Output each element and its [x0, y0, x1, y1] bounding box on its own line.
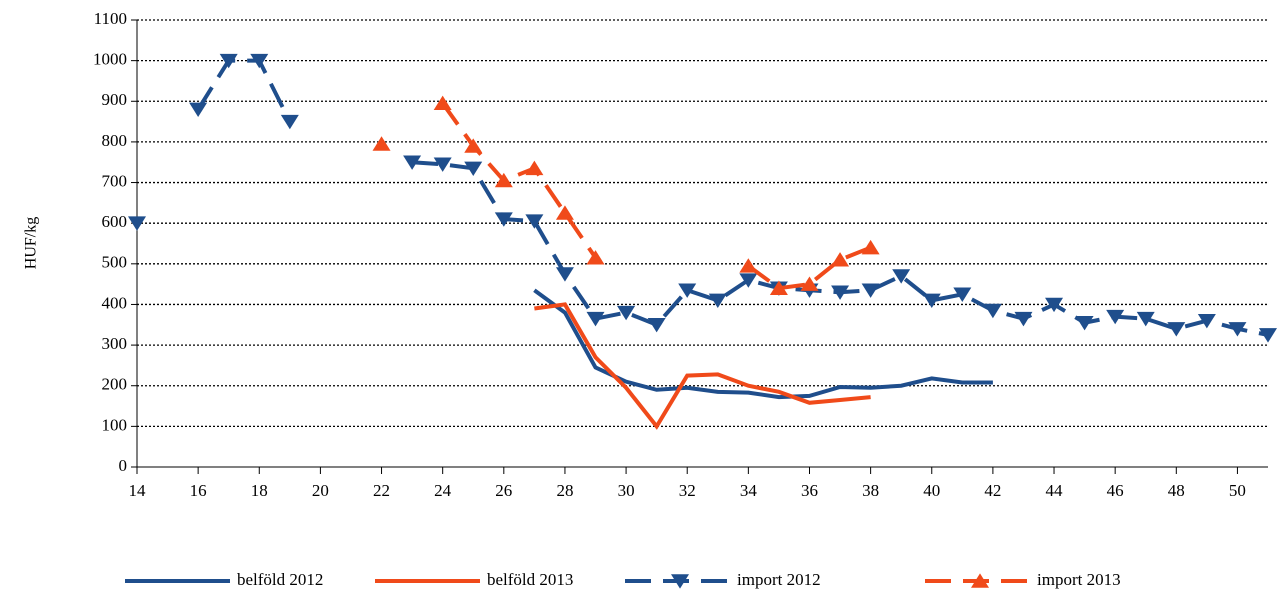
- legend-label: import 2012: [737, 570, 821, 589]
- marker: [555, 267, 574, 282]
- marker: [586, 311, 605, 327]
- marker: [971, 573, 989, 588]
- x-tick-label: 26: [495, 481, 512, 500]
- y-tick-label: 300: [102, 334, 128, 353]
- marker: [128, 216, 146, 231]
- marker: [800, 276, 819, 291]
- marker: [525, 214, 544, 229]
- marker: [494, 212, 513, 227]
- marker: [1136, 311, 1155, 327]
- y-tick-label: 700: [102, 171, 128, 190]
- x-tick-label: 32: [679, 481, 696, 500]
- x-tick-label: 24: [434, 481, 452, 500]
- marker: [586, 250, 605, 265]
- marker: [525, 160, 544, 176]
- marker: [831, 252, 850, 267]
- x-tick-label: 44: [1046, 481, 1064, 500]
- x-tick-label: 46: [1107, 481, 1124, 500]
- y-tick-label: 100: [102, 415, 128, 434]
- marker: [1259, 328, 1277, 343]
- marker: [861, 283, 880, 298]
- x-tick-label: 30: [618, 481, 635, 500]
- marker: [1014, 311, 1033, 327]
- marker: [494, 172, 513, 188]
- y-tick-label: 1100: [94, 9, 127, 28]
- x-tick-label: 40: [923, 481, 940, 500]
- marker: [922, 293, 941, 309]
- y-axis-label: HUF/kg: [23, 217, 40, 269]
- x-tick-label: 34: [740, 481, 758, 500]
- x-tick-label: 20: [312, 481, 329, 500]
- marker: [403, 155, 422, 170]
- y-tick-label: 900: [102, 90, 128, 109]
- x-tick-label: 16: [190, 481, 207, 500]
- marker: [433, 157, 452, 172]
- series-line: [534, 302, 871, 430]
- marker: [1075, 315, 1094, 331]
- marker: [647, 318, 666, 333]
- marker: [1167, 322, 1186, 337]
- marker: [671, 574, 689, 589]
- marker: [708, 293, 727, 309]
- marker: [769, 280, 788, 295]
- series-line: [533, 288, 993, 400]
- x-tick-label: 18: [251, 481, 268, 500]
- marker: [953, 287, 972, 302]
- marker: [739, 258, 758, 273]
- x-tick-label: 14: [129, 481, 147, 500]
- marker: [189, 102, 208, 118]
- marker: [372, 136, 391, 151]
- marker: [892, 269, 911, 284]
- x-tick-label: 36: [801, 481, 818, 500]
- marker: [678, 283, 697, 298]
- x-tick-label: 38: [862, 481, 879, 500]
- marker: [555, 205, 574, 220]
- marker: [433, 95, 452, 111]
- x-tick-label: 42: [984, 481, 1001, 500]
- marker: [1228, 322, 1247, 337]
- marker: [464, 138, 483, 153]
- y-tick-label: 1000: [93, 50, 127, 69]
- x-tick-label: 50: [1229, 481, 1246, 500]
- x-tick-label: 28: [556, 481, 573, 500]
- marker: [280, 114, 299, 130]
- y-tick-label: 200: [102, 375, 128, 394]
- marker: [831, 285, 850, 300]
- legend-label: belföld 2013: [487, 570, 573, 589]
- marker: [219, 53, 238, 69]
- marker: [861, 239, 880, 255]
- marker: [250, 53, 269, 69]
- marker: [983, 303, 1002, 319]
- y-tick-label: 600: [102, 212, 128, 231]
- series-line: [441, 102, 872, 291]
- x-tick-label: 48: [1168, 481, 1185, 500]
- marker: [1197, 313, 1216, 329]
- marker: [739, 273, 758, 288]
- marker: [1045, 297, 1064, 313]
- legend-label: import 2013: [1037, 570, 1121, 589]
- x-tick-label: 22: [373, 481, 390, 500]
- y-tick-label: 0: [119, 456, 128, 475]
- marker: [464, 161, 483, 176]
- legend-label: belföld 2012: [237, 570, 323, 589]
- y-tick-label: 800: [102, 131, 128, 150]
- marker: [617, 305, 636, 321]
- y-tick-label: 400: [102, 293, 128, 312]
- marker: [1106, 309, 1125, 325]
- y-tick-label: 500: [102, 253, 128, 272]
